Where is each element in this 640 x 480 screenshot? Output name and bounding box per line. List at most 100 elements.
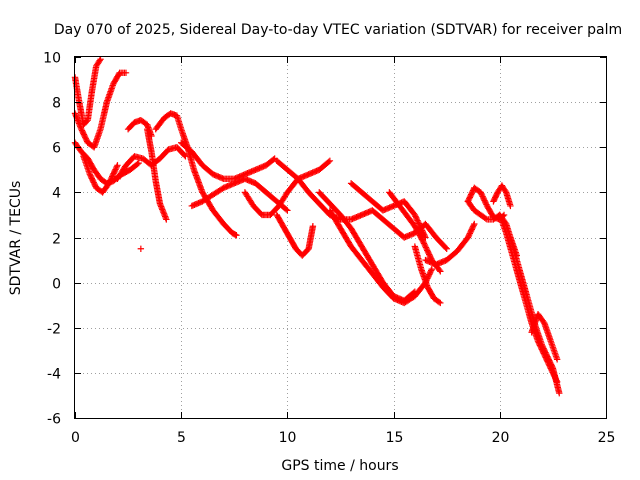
x-tick-label: 15 [386,430,404,446]
series-track-g [144,126,170,223]
data-point [233,232,240,239]
data-point [108,174,115,181]
x-tick-label: 25 [598,430,616,446]
series-track-s [422,220,478,268]
data-point [435,298,443,306]
data-point [412,214,420,221]
data-point [109,171,117,179]
data-point [135,159,142,167]
data-point [549,363,556,371]
y-tick-label: 0 [52,277,61,293]
data-point [428,265,436,273]
data-point [414,217,421,224]
data-point [507,202,514,210]
series-track-v [490,182,514,210]
y-axis-label: SDTVAR / TECUs [8,181,24,296]
data-point [443,245,450,252]
data-point [471,220,478,228]
data-point [110,170,117,177]
chart-title: Day 070 of 2025, Sidereal Day-to-day VTE… [54,22,622,38]
data-point [502,187,509,195]
series-track-f [124,116,155,140]
data-point [421,241,428,248]
data-point [114,162,121,169]
y-tick-label: -2 [47,322,61,338]
series-track-b [71,69,130,151]
data-point [112,164,120,172]
series-track-o [326,207,436,307]
data-point [426,252,434,260]
data-point [284,207,291,214]
data-point [97,56,104,63]
data-point [122,69,130,76]
data-point [414,218,422,226]
data-point [436,266,443,274]
data-point [325,158,332,165]
series-track-k [241,157,334,219]
plot-frame [74,56,607,419]
data-point [412,213,419,220]
series-track-j [188,175,291,214]
data-point [326,157,334,164]
data-point [420,240,428,247]
x-tick-label: 0 [71,430,80,446]
data-point [111,169,118,176]
series-track-a [71,56,104,128]
x-tick-label: 5 [177,430,186,446]
data-point [420,238,427,246]
data-marks [71,56,563,397]
data-point [134,160,141,168]
data-point [553,356,561,363]
series-track-r [411,243,444,307]
y-tick-label: -6 [47,412,61,428]
data-point [107,175,115,183]
x-tick-label: 10 [279,430,297,446]
series-track-m [273,211,317,259]
data-point [309,223,317,230]
x-tick-labels: 0 5 10 15 20 25 [71,430,615,446]
data-point [109,173,116,180]
data-point [111,167,119,175]
data-point [413,215,421,223]
data-point [422,244,430,251]
data-point [105,180,113,187]
data-point [163,216,170,223]
data-point [482,215,489,222]
y-tick-label: 8 [52,96,61,112]
y-tick-label: 10 [43,51,61,67]
data-point [423,245,430,253]
data-point [112,166,119,173]
grid [75,57,606,418]
x-axis-label: GPS time / hours [281,458,398,474]
y-tick-label: 4 [52,186,61,202]
data-point [540,318,547,326]
data-point [437,268,444,275]
data-point [425,249,432,257]
data-point [416,221,423,229]
data-point [106,178,113,186]
data-point [470,222,477,229]
data-point [411,211,419,219]
data-point [424,247,431,254]
data-point [415,220,423,227]
axis-ticks [75,57,607,419]
x-tick-label: 20 [492,430,510,446]
y-tick-label: -4 [47,367,61,383]
data-point [424,248,432,255]
data-point [556,389,563,397]
series-track-c [71,139,142,187]
data-point [96,57,103,64]
data-point [442,244,449,251]
data-point [426,251,433,258]
data-point [437,299,444,307]
data-point [427,267,435,274]
y-tick-label: 2 [52,232,61,248]
data-point [270,156,277,163]
data-point [283,206,290,213]
data-point [137,245,145,252]
y-tick-label: 6 [52,141,61,157]
series-track-q [386,189,444,275]
data-point [107,177,114,184]
series-track-y [528,311,561,363]
